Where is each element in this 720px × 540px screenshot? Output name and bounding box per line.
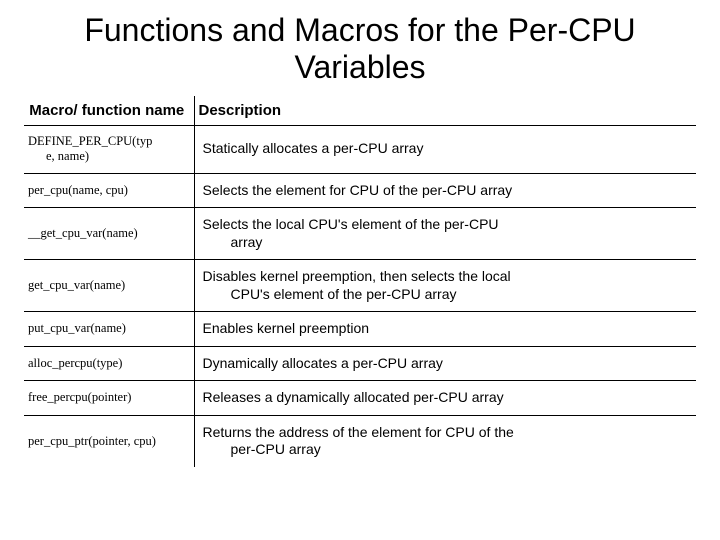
table-row: alloc_percpu(type) Dynamically allocates… xyxy=(24,346,696,381)
macro-desc: Enables kernel preemption xyxy=(194,312,696,347)
macro-desc: Disables kernel preemption, then selects… xyxy=(194,260,696,312)
macro-name: alloc_percpu(type) xyxy=(24,346,194,381)
header-name: Macro/ function name xyxy=(24,96,194,126)
macro-desc: Statically allocates a per-CPU array xyxy=(194,125,696,173)
header-desc: Description xyxy=(194,96,696,126)
macro-name: per_cpu_ptr(pointer, cpu) xyxy=(24,415,194,467)
macro-desc: Dynamically allocates a per-CPU array xyxy=(194,346,696,381)
macro-name: DEFINE_PER_CPU(type, name) xyxy=(24,125,194,173)
macro-name: put_cpu_var(name) xyxy=(24,312,194,347)
table-header-row: Macro/ function name Description xyxy=(24,96,696,126)
table-row: DEFINE_PER_CPU(type, name) Statically al… xyxy=(24,125,696,173)
macro-name: get_cpu_var(name) xyxy=(24,260,194,312)
table-row: free_percpu(pointer) Releases a dynamica… xyxy=(24,381,696,416)
macro-table: Macro/ function name Description DEFINE_… xyxy=(24,96,696,467)
macro-desc: Selects the local CPU's element of the p… xyxy=(194,208,696,260)
macro-desc: Returns the address of the element for C… xyxy=(194,415,696,467)
table-row: per_cpu_ptr(pointer, cpu) Returns the ad… xyxy=(24,415,696,467)
macro-name: per_cpu(name, cpu) xyxy=(24,173,194,208)
table-row: __get_cpu_var(name) Selects the local CP… xyxy=(24,208,696,260)
table-row: put_cpu_var(name) Enables kernel preempt… xyxy=(24,312,696,347)
page-title: Functions and Macros for the Per-CPU Var… xyxy=(24,12,696,86)
table-row: per_cpu(name, cpu) Selects the element f… xyxy=(24,173,696,208)
macro-name: free_percpu(pointer) xyxy=(24,381,194,416)
table-row: get_cpu_var(name) Disables kernel preemp… xyxy=(24,260,696,312)
macro-desc: Releases a dynamically allocated per-CPU… xyxy=(194,381,696,416)
macro-name: __get_cpu_var(name) xyxy=(24,208,194,260)
macro-desc: Selects the element for CPU of the per-C… xyxy=(194,173,696,208)
